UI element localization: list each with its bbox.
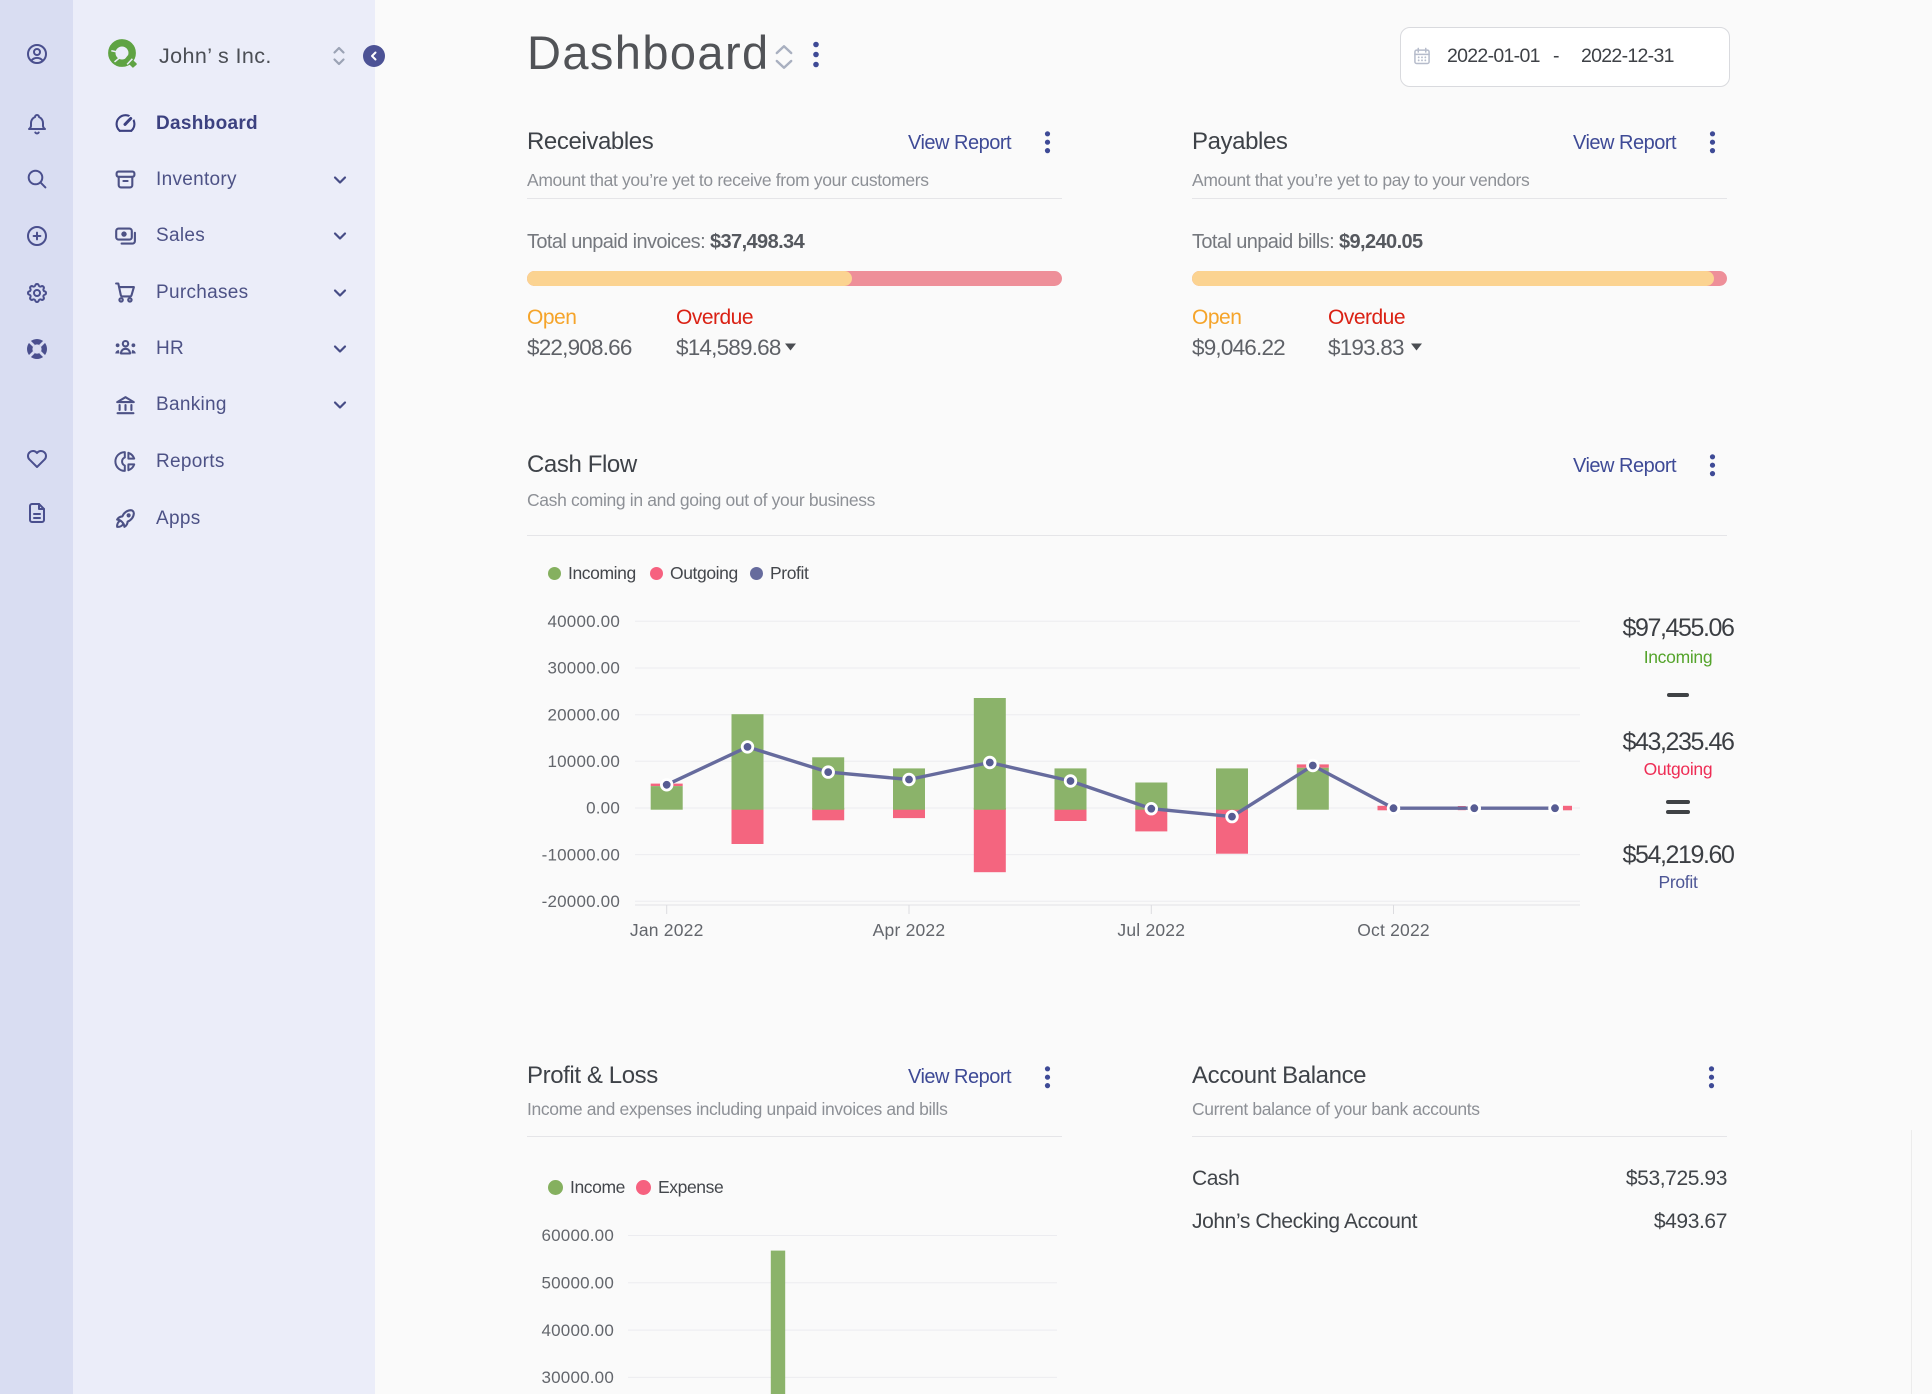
svg-text:30000.00: 30000.00 (547, 659, 620, 678)
svg-text:Oct 2022: Oct 2022 (1357, 920, 1430, 940)
svg-text:20000.00: 20000.00 (547, 705, 620, 724)
svg-text:Jan 2022: Jan 2022 (630, 920, 704, 940)
svg-text:30000.00: 30000.00 (541, 1368, 614, 1387)
svg-text:60000.00: 60000.00 (541, 1226, 614, 1245)
svg-text:40000.00: 40000.00 (541, 1321, 614, 1340)
svg-text:50000.00: 50000.00 (541, 1274, 614, 1293)
svg-text:-10000.00: -10000.00 (542, 845, 620, 864)
svg-text:0.00: 0.00 (586, 799, 620, 818)
svg-text:Jul 2022: Jul 2022 (1117, 920, 1185, 940)
svg-text:-20000.00: -20000.00 (542, 892, 620, 911)
svg-text:10000.00: 10000.00 (547, 752, 620, 771)
svg-text:40000.00: 40000.00 (547, 612, 620, 631)
svg-text:Apr 2022: Apr 2022 (873, 920, 946, 940)
